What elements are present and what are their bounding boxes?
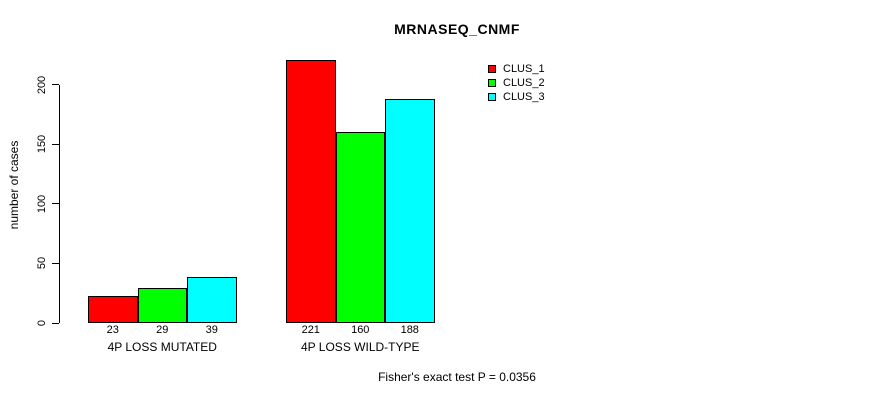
bar-value-label: 23 [106, 324, 119, 336]
y-tick-label: 100 [36, 194, 48, 213]
bar-clus_1-group2 [286, 59, 336, 323]
bar-value-label: 221 [301, 324, 320, 336]
legend-row: CLUS_3 [488, 90, 545, 104]
stat-test-annotation: Fisher's exact test P = 0.0356 [378, 370, 536, 384]
bar-value-label: 29 [156, 324, 169, 336]
bar-clus_3-group1 [187, 276, 237, 323]
bar-clus_1-group1 [88, 295, 138, 323]
legend-label: CLUS_2 [503, 77, 545, 89]
y-tick-label: 0 [36, 319, 48, 327]
y-tick [52, 322, 59, 324]
legend-row: CLUS_2 [488, 76, 545, 90]
bar-clus_2-group1 [137, 288, 187, 323]
legend-row: CLUS_1 [488, 62, 545, 76]
legend: CLUS_1 CLUS_2 CLUS_3 [488, 62, 545, 104]
legend-swatch-clus_1 [488, 65, 496, 73]
bar-value-label: 160 [351, 324, 370, 336]
bar-value-label: 39 [205, 324, 218, 336]
y-tick [52, 203, 59, 205]
y-tick [52, 84, 59, 86]
x-category-label: 4P LOSS WILD-TYPE [301, 340, 420, 354]
legend-label: CLUS_3 [503, 91, 545, 103]
y-tick-label: 50 [36, 257, 48, 270]
bar-clus_2-group2 [335, 132, 385, 323]
y-axis [59, 84, 60, 323]
x-category-label: 4P LOSS MUTATED [107, 340, 217, 354]
legend-swatch-clus_3 [488, 93, 496, 101]
y-tick [52, 143, 59, 145]
chart-title: MRNASEQ_CNMF [394, 21, 520, 37]
y-tick-label: 200 [36, 75, 48, 94]
y-tick [52, 262, 59, 264]
bar-value-label: 188 [400, 324, 419, 336]
y-axis-label: number of cases [7, 140, 21, 230]
bar-clus_3-group2 [385, 98, 435, 323]
y-tick-label: 150 [36, 135, 48, 154]
legend-label: CLUS_1 [503, 63, 545, 75]
legend-swatch-clus_2 [488, 79, 496, 87]
